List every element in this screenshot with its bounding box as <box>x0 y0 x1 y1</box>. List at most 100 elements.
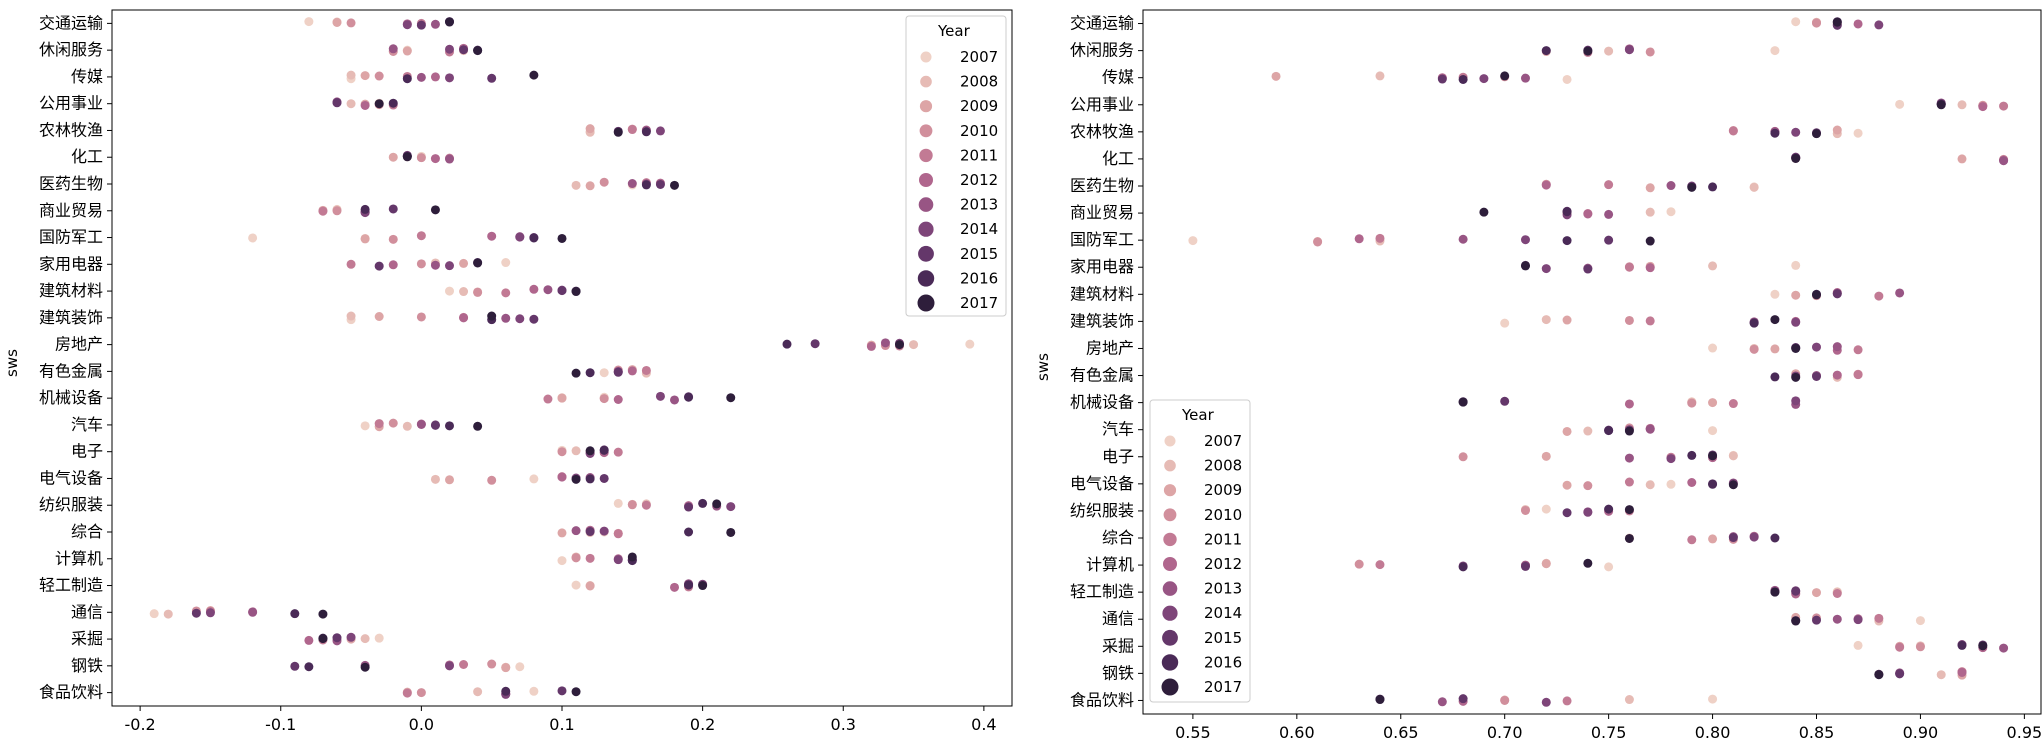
data-point <box>445 661 454 671</box>
legend-marker <box>1163 508 1177 522</box>
data-point <box>1770 344 1780 354</box>
chart-panel-2: 交通运输休闲服务传媒公用事业农林牧渔化工医药生物商业贸易国防军工家用电器建筑材料… <box>1034 9 2042 742</box>
data-point <box>1791 586 1801 596</box>
data-point <box>1604 209 1614 219</box>
data-point <box>1479 74 1489 84</box>
data-point <box>1999 643 2009 653</box>
data-point <box>487 659 497 669</box>
data-point <box>473 687 483 697</box>
data-point <box>557 528 567 538</box>
legend-marker <box>1163 484 1177 497</box>
y-tick-label: 综合 <box>1102 528 1134 547</box>
legend-label: 2012 <box>1204 555 1242 573</box>
y-tick-label: 采掘 <box>71 629 103 648</box>
data-point <box>374 261 384 271</box>
data-point <box>1624 533 1634 543</box>
legend-marker <box>1162 581 1178 596</box>
data-point <box>1645 236 1655 246</box>
x-tick-label: 0.65 <box>1383 723 1419 742</box>
data-point <box>641 365 651 375</box>
legend-label: 2016 <box>960 269 998 287</box>
data-point <box>585 527 595 537</box>
data-point <box>1583 481 1593 491</box>
data-point <box>557 233 567 243</box>
data-point <box>388 98 398 108</box>
y-tick-label: 食品饮料 <box>39 683 103 702</box>
data-point <box>1832 342 1842 352</box>
data-point <box>473 287 483 297</box>
data-point <box>1812 371 1821 381</box>
y-tick-label: 采掘 <box>1102 636 1134 655</box>
points-group <box>149 17 975 699</box>
data-point <box>585 368 595 378</box>
data-point <box>1375 695 1385 705</box>
data-point <box>1874 291 1884 301</box>
legend-label: 2010 <box>960 122 998 140</box>
data-point <box>1978 102 1988 112</box>
x-tick-label: -0.1 <box>265 715 296 734</box>
data-point <box>655 391 665 401</box>
data-point <box>1583 264 1593 274</box>
data-point <box>585 181 595 191</box>
data-point <box>1708 343 1718 353</box>
data-point <box>445 73 454 83</box>
data-point <box>1749 532 1759 542</box>
data-point <box>487 311 497 321</box>
data-point <box>670 582 679 592</box>
data-point <box>290 661 300 671</box>
y-tick-label: 综合 <box>71 522 103 541</box>
data-point <box>1770 46 1780 56</box>
legend-label: 2008 <box>960 73 998 91</box>
data-point <box>346 70 356 80</box>
data-point <box>1375 233 1385 243</box>
data-point <box>1874 613 1884 623</box>
data-point <box>1895 288 1905 298</box>
data-point <box>543 285 553 295</box>
data-point <box>1583 209 1593 219</box>
y-tick-label: 医药生物 <box>39 174 103 193</box>
data-point <box>810 339 820 349</box>
data-point <box>627 179 637 189</box>
data-point <box>1812 588 1821 598</box>
data-point <box>1708 182 1718 192</box>
data-point <box>1645 424 1655 434</box>
data-point <box>627 366 637 376</box>
data-point <box>1624 505 1634 515</box>
x-tick-label: 0.80 <box>1695 723 1731 742</box>
legend-marker <box>1161 654 1179 671</box>
data-point <box>1708 426 1718 436</box>
data-point <box>1624 399 1634 409</box>
data-point <box>1541 559 1551 569</box>
data-point <box>1936 670 1946 680</box>
data-point <box>1541 180 1551 190</box>
data-point <box>1375 560 1385 570</box>
data-point <box>1708 479 1718 489</box>
legend-marker <box>920 51 932 63</box>
plot-frame <box>1142 9 2042 715</box>
data-point <box>1562 426 1572 436</box>
data-point <box>430 205 440 215</box>
data-point <box>613 395 623 405</box>
data-point <box>388 234 398 244</box>
data-point <box>641 180 651 190</box>
data-point <box>1645 316 1655 326</box>
y-tick-label: 国防军工 <box>39 228 103 247</box>
data-point <box>1770 289 1780 299</box>
data-point <box>1832 370 1842 380</box>
data-point <box>1915 616 1925 626</box>
data-point <box>1604 426 1614 436</box>
data-point <box>557 393 567 403</box>
chart-panel-1: 交通运输休闲服务传媒公用事业农林牧渔化工医药生物商业贸易国防军工家用电器建筑材料… <box>3 9 1013 734</box>
data-point <box>1313 237 1323 247</box>
data-point <box>712 499 722 509</box>
data-point <box>1853 615 1863 625</box>
data-point <box>388 44 398 54</box>
data-point <box>1957 100 1967 110</box>
legend-label: 2013 <box>960 196 998 214</box>
data-point <box>1812 18 1821 28</box>
data-point <box>1562 315 1572 325</box>
data-point <box>585 474 595 484</box>
data-point <box>1500 318 1510 328</box>
data-point <box>1645 263 1655 273</box>
data-point <box>1624 477 1634 487</box>
